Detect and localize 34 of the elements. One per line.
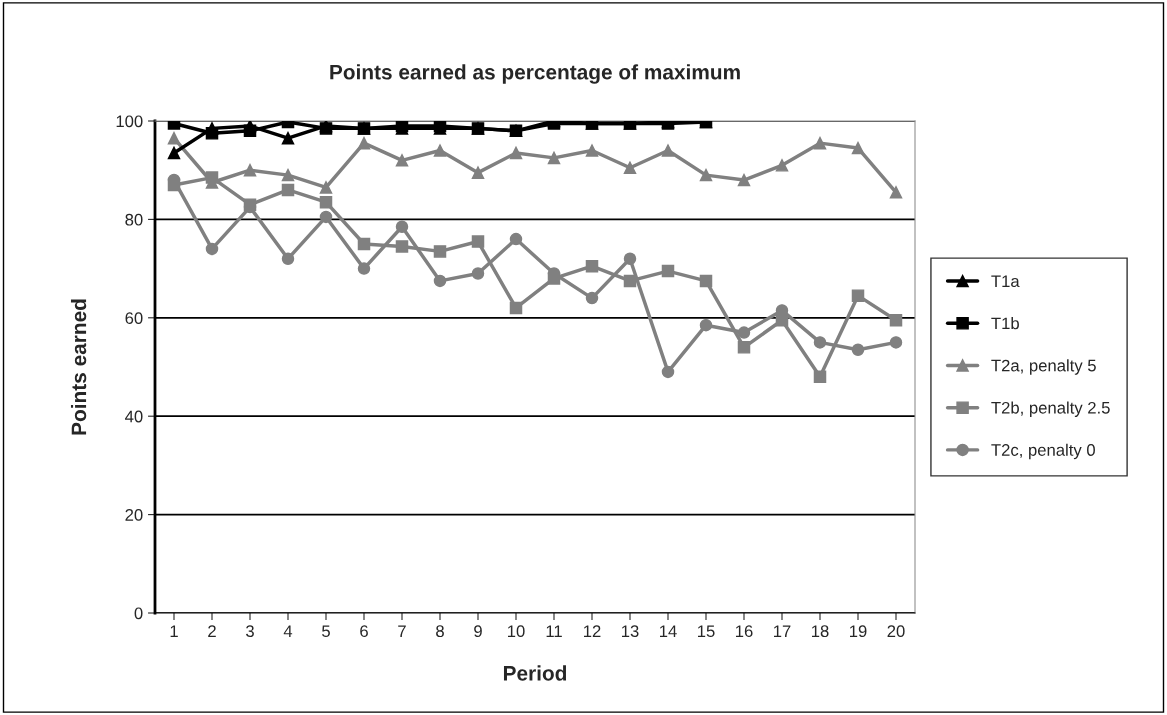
x-axis-title: Period xyxy=(503,665,567,681)
x-tick-label: 14 xyxy=(660,625,677,637)
x-tick-label: 15 xyxy=(698,625,715,638)
legend-label: T2b, penalty 2.5 xyxy=(991,401,1110,417)
x-tick-label: 17 xyxy=(774,625,791,637)
x-tick-label: 19 xyxy=(850,625,867,638)
y-tick-label: 20 xyxy=(125,509,143,521)
y-axis-title: Points earned xyxy=(70,299,87,435)
x-tick-label: 11 xyxy=(546,625,562,637)
x-tick-label: 4 xyxy=(283,625,293,637)
x-tick-label: 1 xyxy=(170,625,178,637)
legend-label: T1a xyxy=(991,275,1020,288)
y-tick-label: 40 xyxy=(125,410,143,423)
y-tick-label: 60 xyxy=(125,312,143,324)
x-tick-label: 2 xyxy=(208,625,216,637)
x-tick-label: 3 xyxy=(246,625,254,638)
x-tick-label: 9 xyxy=(474,625,482,638)
legend-label: T2c, penalty 0 xyxy=(991,443,1095,460)
x-tick-label: 10 xyxy=(508,625,525,638)
x-tick-label: 8 xyxy=(436,625,444,638)
y-tick-label: 0 xyxy=(134,607,143,620)
chart-title: Points earned as percentage of maximum xyxy=(330,64,740,84)
x-tick-label: 12 xyxy=(584,625,601,637)
x-tick-label: 16 xyxy=(736,625,753,638)
x-tick-label: 13 xyxy=(622,625,639,638)
y-tick-label: 80 xyxy=(125,213,143,226)
x-tick-label: 6 xyxy=(360,625,368,638)
x-tick-label: 20 xyxy=(887,625,905,638)
x-tick-label: 7 xyxy=(398,625,406,637)
y-tick-label: 100 xyxy=(116,115,143,128)
legend-label: T1b xyxy=(991,317,1019,330)
x-tick-label: 5 xyxy=(322,625,330,638)
x-tick-label: 18 xyxy=(812,625,829,638)
legend-label: T2a, penalty 5 xyxy=(991,359,1096,375)
